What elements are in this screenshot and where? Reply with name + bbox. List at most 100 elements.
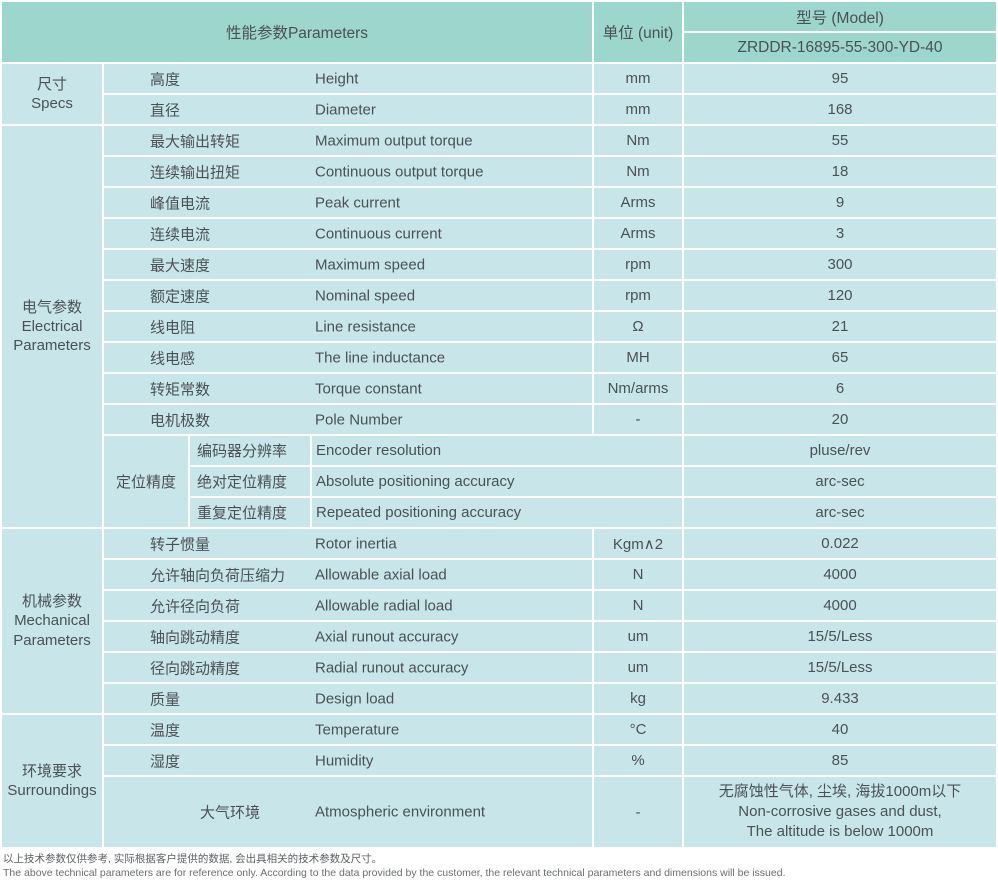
positioning-accuracy-group-label: 定位精度: [104, 436, 188, 527]
row-nominal-speed: 额定速度 Nominal speed rpm 120: [2, 281, 998, 310]
param-en: Maximum output torque: [315, 132, 473, 149]
row-height: 尺寸 Specs 高度 Height mm 95: [2, 64, 998, 124]
row-peak-current: 峰值电流 Peak current Arms 9: [2, 188, 998, 217]
param-cn: 连续电流: [150, 226, 211, 243]
row-atmospheric-environment: 大气环境 Atmospheric environment - 无腐蚀性气体, 尘…: [2, 777, 998, 847]
param-cell: 连续电流 Continuous current: [104, 219, 592, 248]
unit-cell: arc-sec: [684, 467, 996, 496]
value-cell: 120: [684, 281, 996, 310]
param-cn: 湿度: [150, 753, 181, 770]
category-specs-line: Specs: [31, 95, 73, 112]
row-axial-runout-accuracy: 轴向跳动精度 Axial runout accuracy um 15/5/Les…: [2, 622, 998, 651]
row-line-inductance: 线电感 The line inductance MH 65: [2, 343, 998, 372]
param-cn: 线电阻: [150, 319, 196, 336]
unit-header: 单位 (unit): [594, 2, 682, 62]
param-en: Temperature: [315, 721, 400, 738]
param-cn: 最大速度: [150, 257, 211, 274]
param-cn: 径向跳动精度: [150, 660, 241, 677]
param-cn: 峰值电流: [150, 195, 211, 212]
value-cell: 21: [684, 312, 996, 341]
row-rotor-inertia: 机械参数 Mechanical Parameters 转子惯量 Rotor in…: [2, 529, 998, 713]
category-mechanical: 机械参数 Mechanical Parameters: [2, 529, 102, 713]
param-cn: 转子惯量: [150, 536, 211, 553]
row-torque-constant: 转矩常数 Torque constant Nm/arms 6: [2, 374, 998, 403]
category-surroundings-line: Surroundings: [7, 782, 97, 799]
param-cn: 连续输出扭矩: [150, 164, 241, 181]
row-temperature: 环境要求 Surroundings 温度 Temperature °C 40: [2, 715, 998, 847]
param-cn: 线电感: [150, 350, 196, 367]
unit-cell: Nm: [594, 157, 682, 186]
row-continuous-output-torque: 连续输出扭矩 Continuous output torque Nm 18: [2, 157, 998, 186]
param-cell: 最大速度 Maximum speed: [104, 250, 592, 279]
value-cell: 0.022: [684, 529, 996, 558]
row-humidity: 湿度 Humidity % 85: [2, 746, 998, 775]
value-cell: 15/5/Less: [684, 622, 996, 651]
category-mechanical-line: 机械参数: [21, 593, 82, 611]
unit-cell: pluse/rev: [684, 436, 996, 465]
value-cell: 300: [684, 250, 996, 279]
unit-cell: um: [594, 622, 682, 651]
unit-cell: -: [594, 777, 682, 847]
value-cell: 65: [684, 343, 996, 372]
param-cell: 峰值电流 Peak current: [104, 188, 592, 217]
category-specs-line: 尺寸: [36, 75, 67, 93]
category-mechanical-line: Parameters: [13, 631, 91, 649]
param-en: Humidity: [315, 752, 374, 769]
unit-cell: MH: [594, 343, 682, 372]
header-row-2: ZRDDR-16895-55-300-YD-40: [2, 33, 998, 62]
value-cell: 15/5/Less: [684, 653, 996, 682]
param-cn: 额定速度: [150, 288, 211, 305]
category-electrical: 电气参数 Electrical Parameters: [2, 126, 102, 527]
value-cell: 9.433: [684, 684, 996, 713]
param-en: Encoder resolution: [312, 436, 682, 465]
value-cell: 4000: [684, 591, 996, 620]
unit-cell: -: [594, 405, 682, 434]
param-cn: 编码器分辨率: [190, 436, 310, 465]
category-electrical-line: 电气参数: [21, 298, 82, 316]
row-allowable-radial-load: 允许径向负荷 Allowable radial load N 4000: [2, 591, 998, 620]
value-cell: 95: [684, 64, 996, 93]
param-en: Nominal speed: [315, 287, 416, 304]
row-repeated-positioning-accuracy: 重复定位精度 Repeated positioning accuracy arc…: [2, 498, 998, 527]
unit-cell: um: [594, 653, 682, 682]
unit-cell: kg: [594, 684, 682, 713]
param-cn: 重复定位精度: [190, 498, 310, 527]
param-cell: 允许轴向负荷压缩力 Allowable axial load: [104, 560, 592, 589]
row-maximum-output-torque: 电气参数 Electrical Parameters 最大输出转矩 Maximu…: [2, 126, 998, 527]
param-en: Allowable radial load: [315, 597, 453, 614]
param-cell: 大气环境 Atmospheric environment: [104, 777, 592, 847]
param-cn: 电机极数: [150, 412, 211, 429]
category-electrical-line: Parameters: [13, 337, 91, 355]
row-radial-runout-accuracy: 径向跳动精度 Radial runout accuracy um 15/5/Le…: [2, 653, 998, 682]
unit-cell: Nm: [594, 126, 682, 155]
category-specs: 尺寸 Specs: [2, 64, 102, 124]
category-surroundings-line: 环境要求: [21, 762, 82, 780]
param-cell: 高度 Height: [104, 64, 592, 93]
param-cell: 连续输出扭矩 Continuous output torque: [104, 157, 592, 186]
spec-table: 性能参数Parameters 单位 (unit) 型号 (Model) ZRDD…: [0, 0, 998, 849]
value-cell: 4000: [684, 560, 996, 589]
param-en: Continuous output torque: [315, 163, 484, 180]
unit-cell: °C: [594, 715, 682, 744]
param-cell: 湿度 Humidity: [104, 746, 592, 775]
param-en: Line resistance: [315, 318, 416, 335]
param-cn: 允许轴向负荷压缩力: [150, 567, 286, 584]
param-en: Diameter: [315, 101, 376, 118]
param-en: Continuous current: [315, 225, 442, 242]
param-en: Atmospheric environment: [315, 803, 486, 821]
unit-cell: rpm: [594, 250, 682, 279]
value-cell: 18: [684, 157, 996, 186]
value-cell: 168: [684, 95, 996, 124]
param-cell: 额定速度 Nominal speed: [104, 281, 592, 310]
unit-cell: rpm: [594, 281, 682, 310]
param-cell: 直径 Diameter: [104, 95, 592, 124]
model-header: 型号 (Model): [684, 2, 996, 31]
param-en: Repeated positioning accuracy: [312, 498, 682, 527]
param-en: Rotor inertia: [315, 535, 397, 552]
param-en: Design load: [315, 690, 395, 707]
param-en: Allowable axial load: [315, 566, 447, 583]
unit-cell: Nm/arms: [594, 374, 682, 403]
value-line: The altitude is below 1000m: [746, 823, 934, 841]
param-cn: 最大输出转矩: [150, 133, 241, 150]
unit-cell: Ω: [594, 312, 682, 341]
